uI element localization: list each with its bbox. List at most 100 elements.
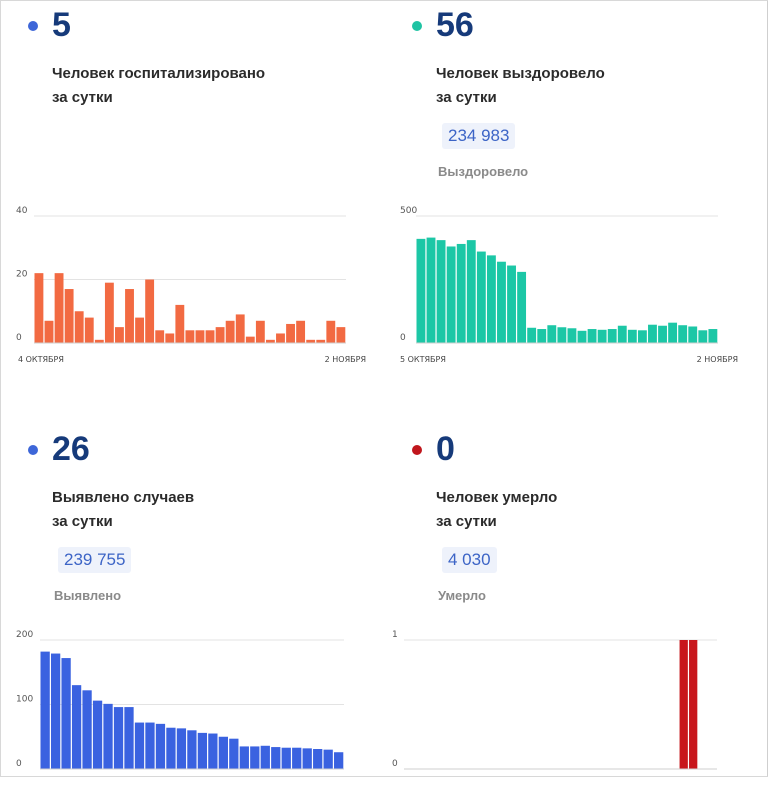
bar (698, 330, 708, 343)
hospitalized-value: 5 (52, 6, 71, 44)
bar (286, 323, 295, 343)
bar (436, 240, 446, 343)
bar (205, 330, 215, 343)
bar (637, 330, 647, 343)
bar (323, 749, 333, 769)
bar (195, 330, 205, 343)
bar (296, 320, 306, 343)
bar (313, 749, 323, 769)
bar (115, 327, 124, 343)
bar (668, 322, 678, 343)
bar (265, 339, 275, 343)
bar (276, 333, 285, 343)
bar (292, 747, 302, 769)
bar (187, 730, 197, 769)
bar (44, 320, 54, 343)
deaths-panel: 0 Человек умерло за сутки 4 030 Умерло 0… (392, 424, 752, 809)
bar (175, 304, 185, 343)
bar (557, 327, 567, 343)
y-tick-label: 40 (16, 206, 28, 216)
bar (587, 329, 597, 343)
deaths-chart: 01 (392, 630, 717, 770)
bar (229, 738, 239, 769)
y-tick-label: 0 (16, 333, 22, 343)
bar (61, 658, 71, 769)
bar (54, 273, 64, 343)
bar (486, 255, 496, 343)
bar (155, 723, 166, 769)
bar (255, 320, 265, 343)
bar (336, 327, 346, 343)
bar (306, 339, 316, 343)
deaths-caption-line2: за сутки (436, 513, 497, 530)
deaths-caption-line1: Человек умерло (436, 489, 558, 506)
bar (547, 325, 557, 343)
bar (507, 265, 516, 343)
hospitalized-dot-icon (28, 21, 38, 31)
bar (708, 329, 718, 343)
bar (125, 289, 134, 343)
bar (627, 329, 637, 343)
bar (527, 327, 537, 343)
bar (250, 746, 260, 769)
bar (567, 328, 577, 343)
recovered-total-label: Выздоровело (438, 164, 529, 179)
y-tick-label: 0 (392, 759, 398, 769)
bar (239, 746, 249, 769)
bar (208, 733, 218, 769)
bar (104, 282, 114, 343)
bar (225, 320, 235, 343)
bar (34, 273, 44, 343)
hospitalized-chart: 0 20 40 4 ОКТЯБРЯ 2 НОЯБРЯ (16, 206, 366, 364)
bar (166, 727, 176, 769)
bar (334, 752, 344, 769)
bar (617, 325, 627, 343)
cases-caption: Выявлено случаев за сутки (52, 486, 194, 534)
bar (456, 243, 466, 343)
bar (84, 317, 94, 343)
bar (135, 317, 145, 343)
bar (103, 703, 113, 769)
y-tick-label: 1 (392, 630, 398, 640)
bar (302, 748, 312, 769)
bar (678, 325, 688, 343)
cases-total-label: Выявлено (54, 588, 122, 603)
bar (537, 329, 547, 343)
bar (688, 326, 698, 343)
deaths-value: 0 (436, 430, 455, 468)
bar (260, 745, 270, 769)
bar (689, 640, 698, 769)
x-tick-label-start: 5 ОКТЯБРЯ (400, 355, 446, 364)
bar (245, 336, 255, 343)
x-tick-label-start: 4 ОКТЯБРЯ (18, 355, 64, 364)
y-tick-label: 0 (16, 759, 22, 769)
bar (74, 311, 84, 343)
bar (82, 690, 92, 769)
hospitalized-panel: 5 Человек госпитализировано за сутки 0 20… (8, 0, 368, 385)
y-tick-label: 500 (400, 206, 417, 216)
cases-panel: 26 Выявлено случаев за сутки 239 755 Выя… (8, 424, 368, 809)
recovered-total: 234 983 (442, 123, 516, 149)
hospitalized-caption: Человек госпитализировано за сутки (52, 62, 265, 110)
bar (517, 271, 527, 343)
bar (145, 279, 155, 343)
bar (597, 329, 607, 343)
bar (218, 736, 228, 769)
deaths-caption: Человек умерло за сутки (436, 486, 557, 534)
y-tick-label: 20 (16, 270, 28, 280)
hospitalized-caption-line2: за сутки (52, 89, 113, 106)
recovered-caption-line2: за сутки (436, 89, 497, 106)
bar (235, 314, 245, 343)
y-tick-label: 100 (16, 695, 33, 705)
bar (94, 339, 104, 343)
bar (134, 722, 145, 769)
recovered-value: 56 (436, 6, 474, 44)
bar (466, 240, 476, 343)
bar (197, 732, 208, 769)
bar (658, 325, 667, 343)
bar (648, 324, 657, 343)
bar (113, 707, 124, 769)
x-tick-label-end: 2 НОЯБРЯ (325, 355, 366, 364)
cases-value: 26 (52, 430, 90, 468)
bar (215, 327, 225, 343)
